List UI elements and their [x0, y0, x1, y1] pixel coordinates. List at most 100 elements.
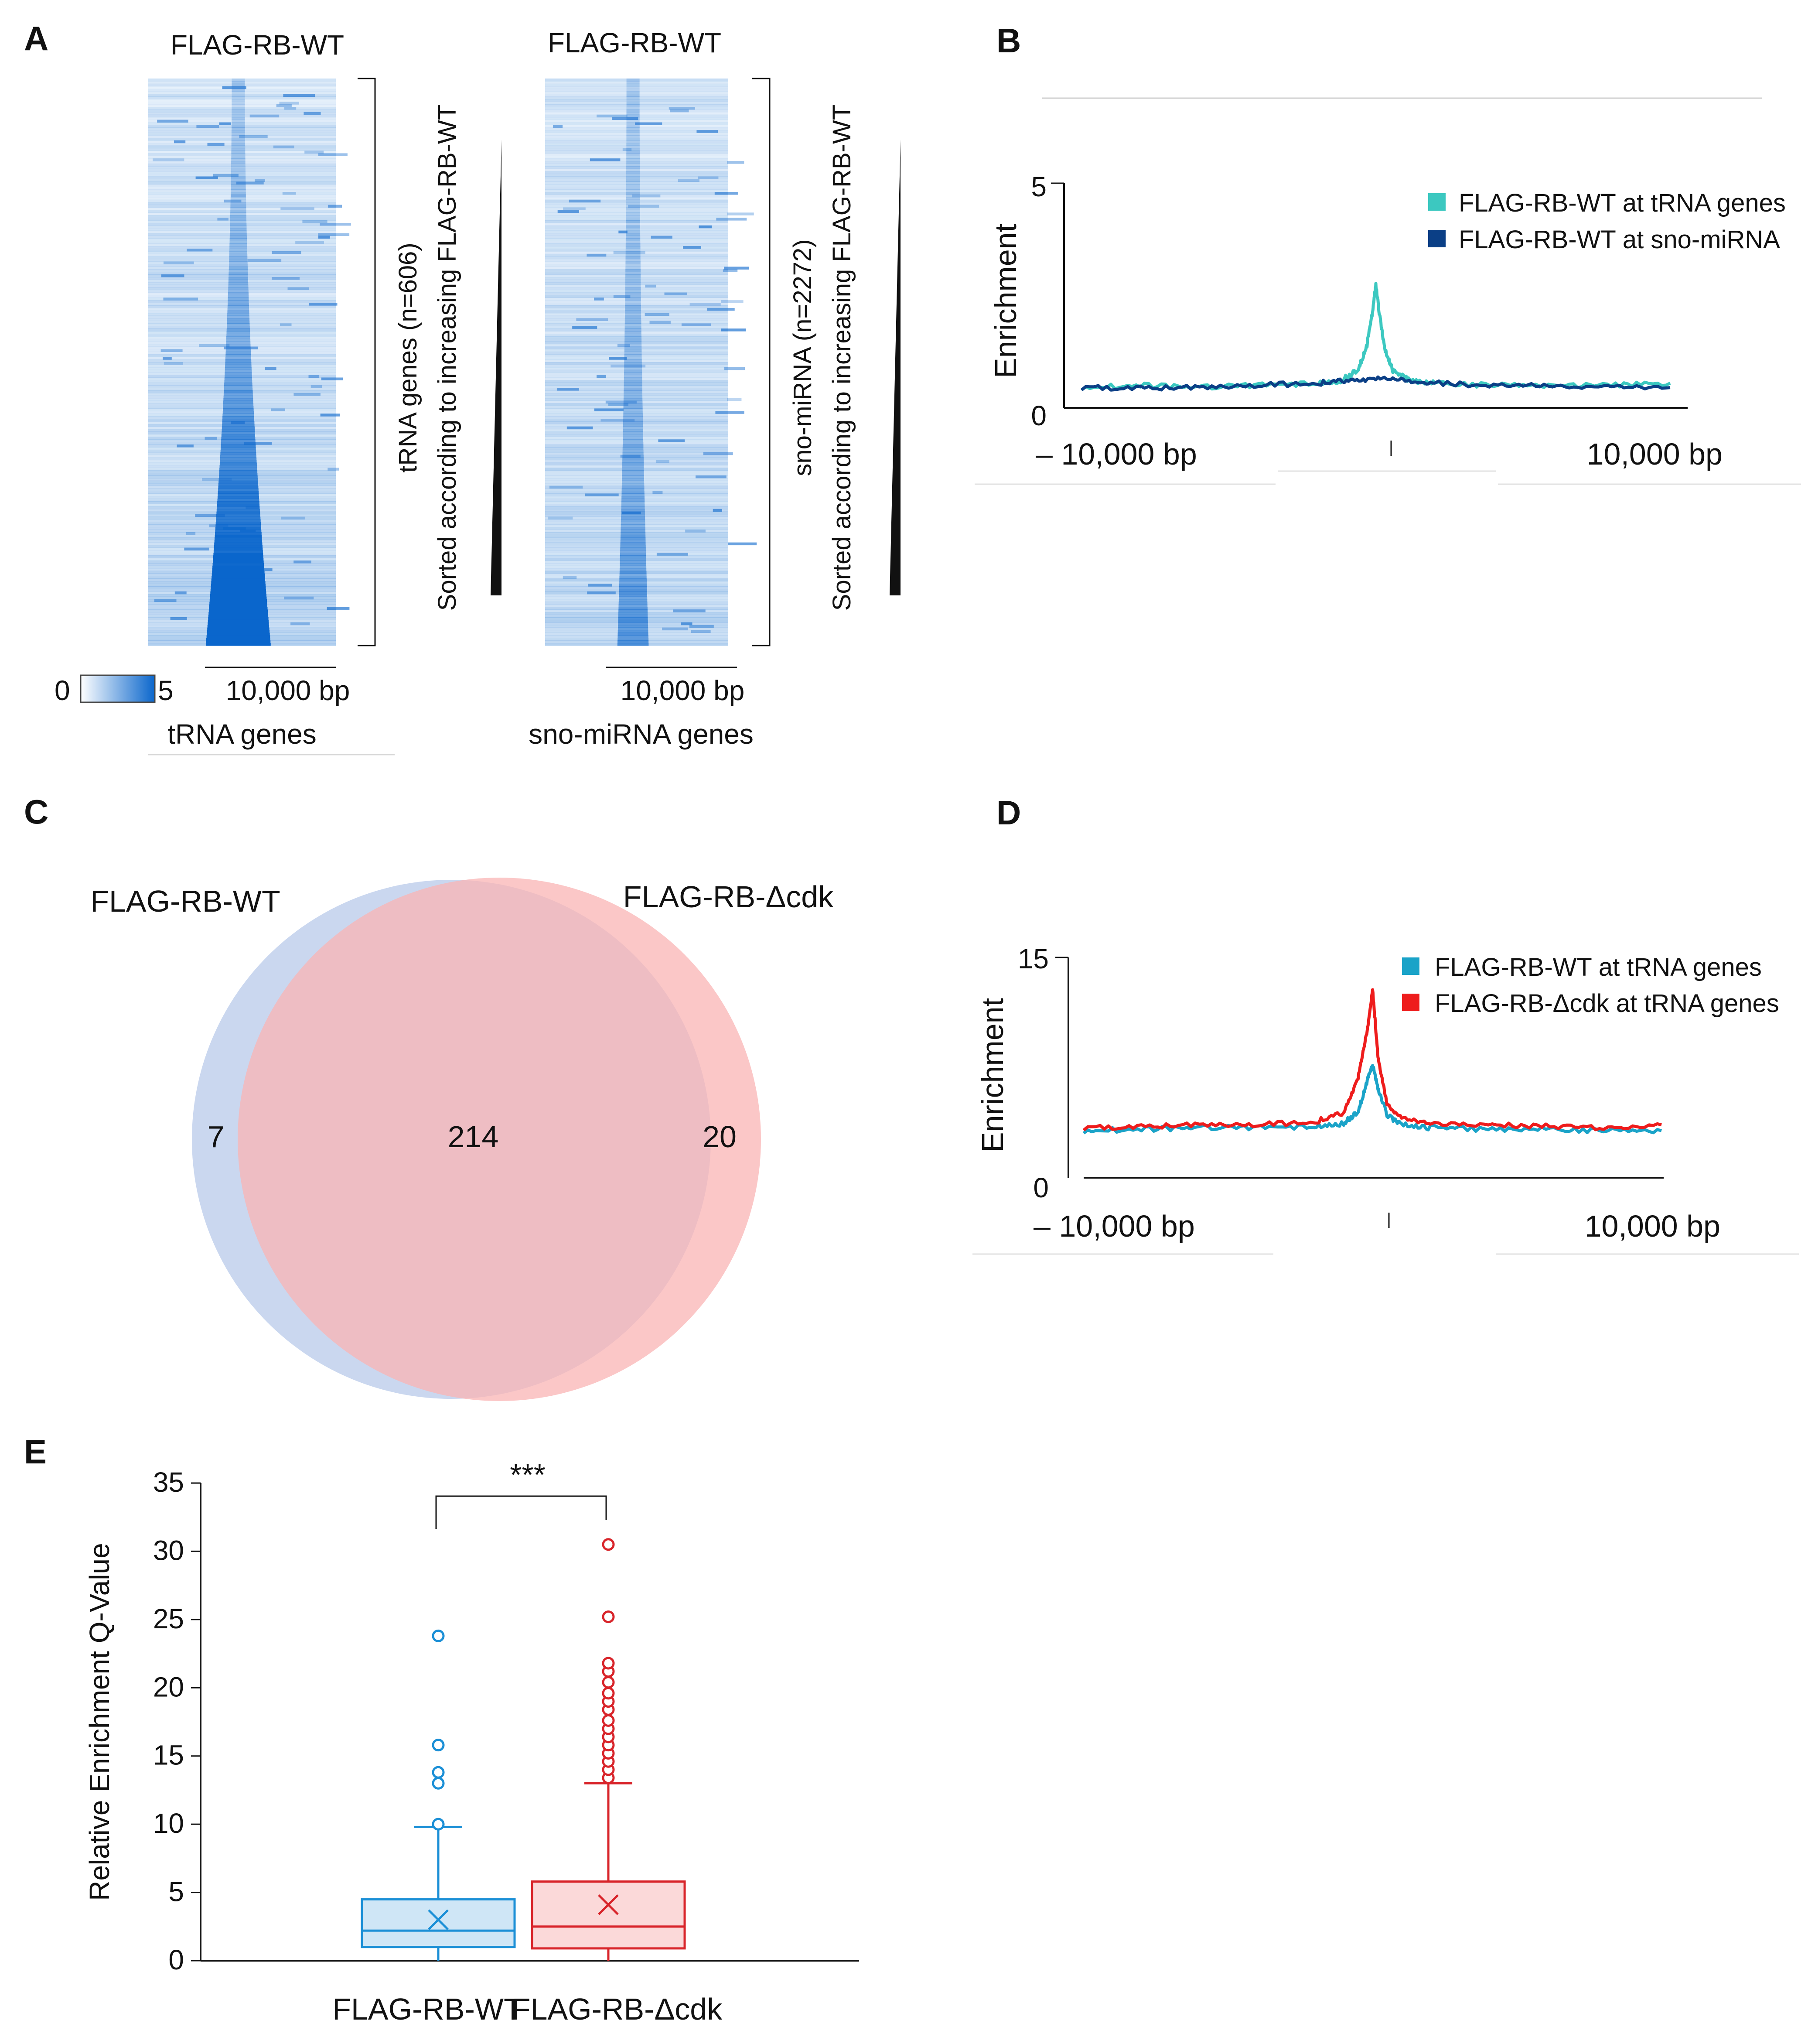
heatmap-row [545, 148, 728, 151]
heatmap-peak-cell [618, 609, 648, 612]
outlier-point [602, 1657, 615, 1670]
e-ytick-label: 25 [153, 1603, 184, 1634]
heatmap-peak-cell [626, 143, 640, 146]
panel-b-legend-swatch-2 [1428, 230, 1446, 247]
heatmap-peak-cell [224, 390, 253, 393]
heatmap-peak-cell [221, 437, 256, 440]
heatmap-peak-cell [230, 212, 246, 215]
heatmap-row [545, 202, 728, 205]
heatmap-row [545, 292, 728, 295]
heatmap-peak-cell [225, 375, 252, 378]
heatmap-speckle [715, 411, 744, 414]
heatmap-row [148, 133, 336, 136]
heatmap-row [545, 104, 728, 107]
heatmap-peak-cell [225, 369, 252, 373]
heatmap-row [148, 202, 336, 205]
heatmap-row [545, 424, 728, 427]
heatmap-peak-cell [626, 212, 640, 215]
heatmap-row [148, 120, 336, 123]
heatmap-row [545, 403, 728, 406]
heatmap-row [148, 187, 336, 190]
heatmap-peak-cell [225, 364, 252, 368]
heatmap-row [545, 287, 728, 291]
outlier-point [602, 1610, 615, 1624]
heatmap-row [148, 117, 336, 120]
heatmap-row [545, 338, 728, 342]
heatmap-row [148, 79, 336, 82]
heatmap-row [148, 246, 336, 249]
heatmap-peak-cell [626, 189, 640, 192]
heatmap-peak-cell [624, 341, 642, 345]
heatmap-row [545, 86, 728, 89]
heatmap-speckle [174, 140, 186, 144]
heatmap-speckle [699, 225, 712, 229]
heatmap-peak-cell [229, 272, 248, 275]
series-line-1 [1082, 1064, 1662, 1135]
heatmap-row [545, 295, 728, 298]
heatmap-peak-cell [220, 457, 257, 461]
e-category-label: FLAG-RB-Δcdk [512, 1992, 723, 2026]
heatmap-peak-cell [624, 318, 641, 321]
heatmap-row [545, 174, 728, 177]
venn-right-only-count: 20 [703, 1120, 737, 1154]
heatmap-peak-cell [625, 256, 641, 260]
heatmap-row [545, 493, 728, 496]
heatmap-speckle [713, 509, 722, 512]
panel-b-legend-swatch-1 [1428, 193, 1446, 211]
heatmap-row [545, 545, 728, 548]
heatmap-peak-cell [625, 308, 641, 311]
heatmap-peak-cell [229, 259, 248, 262]
heatmap-row [545, 264, 728, 267]
heatmap-speckle [327, 607, 350, 610]
heatmap-peak-cell [626, 109, 640, 113]
heatmap-speckle [195, 176, 218, 179]
heatmap-peak-cell [621, 491, 645, 494]
heatmap-row [545, 218, 728, 221]
heatmap-peak-cell [226, 328, 250, 332]
heatmap-peak-cell [619, 578, 647, 581]
heatmap-row [545, 246, 728, 249]
heatmap-row [545, 375, 728, 378]
heatmap-speckle [727, 212, 754, 215]
box-iqr [361, 1898, 516, 1948]
heatmap-row [148, 143, 336, 146]
heatmap-peak-cell [626, 222, 640, 226]
heatmap-peak-cell [218, 485, 259, 489]
e-ytick-label: 15 [153, 1740, 184, 1771]
heatmap-row [545, 130, 728, 133]
heatmap-peak-cell [624, 357, 642, 360]
heatmap-row [545, 197, 728, 200]
heatmap-peak-cell [229, 274, 248, 277]
heatmap-peak-cell [623, 421, 643, 424]
heatmap-row [545, 261, 728, 264]
heatmap-peak-cell [626, 91, 640, 94]
heatmap-peak-cell [618, 619, 648, 623]
heatmap-row [148, 130, 336, 133]
outlier-point [432, 1766, 445, 1779]
heatmap-peak-cell [617, 643, 649, 646]
heatmap-row [545, 96, 728, 99]
outlier-point [432, 1739, 445, 1752]
heatmap-peak-cell [620, 542, 646, 546]
heatmap-speckle [724, 267, 749, 270]
heatmap-speckle [585, 493, 619, 496]
heatmap-peak-cell [622, 462, 644, 465]
heatmap-row [545, 509, 728, 512]
heatmap-peak-cell [227, 318, 250, 321]
heatmap-peak-cell [227, 315, 249, 319]
heatmap-peak-cell [222, 414, 254, 417]
heatmap-peak-cell [231, 187, 246, 190]
heatmap-speckle [662, 627, 688, 631]
heatmap-peak-cell [216, 516, 261, 520]
heatmap-background [545, 79, 728, 646]
heatmap-peak-cell [624, 395, 643, 399]
heatmap-row [148, 303, 336, 306]
heatmap-row [545, 488, 728, 491]
heatmap-speckle [327, 468, 339, 471]
heatmap-speckle [174, 591, 187, 595]
panel-b-legend-label-2: FLAG-RB-WT at sno-miRNA [1459, 226, 1780, 254]
heatmap-row [148, 94, 336, 97]
heatmap-row [545, 457, 728, 461]
heatmap-peak-cell [621, 501, 645, 504]
heatmap-peak-cell [232, 127, 245, 130]
